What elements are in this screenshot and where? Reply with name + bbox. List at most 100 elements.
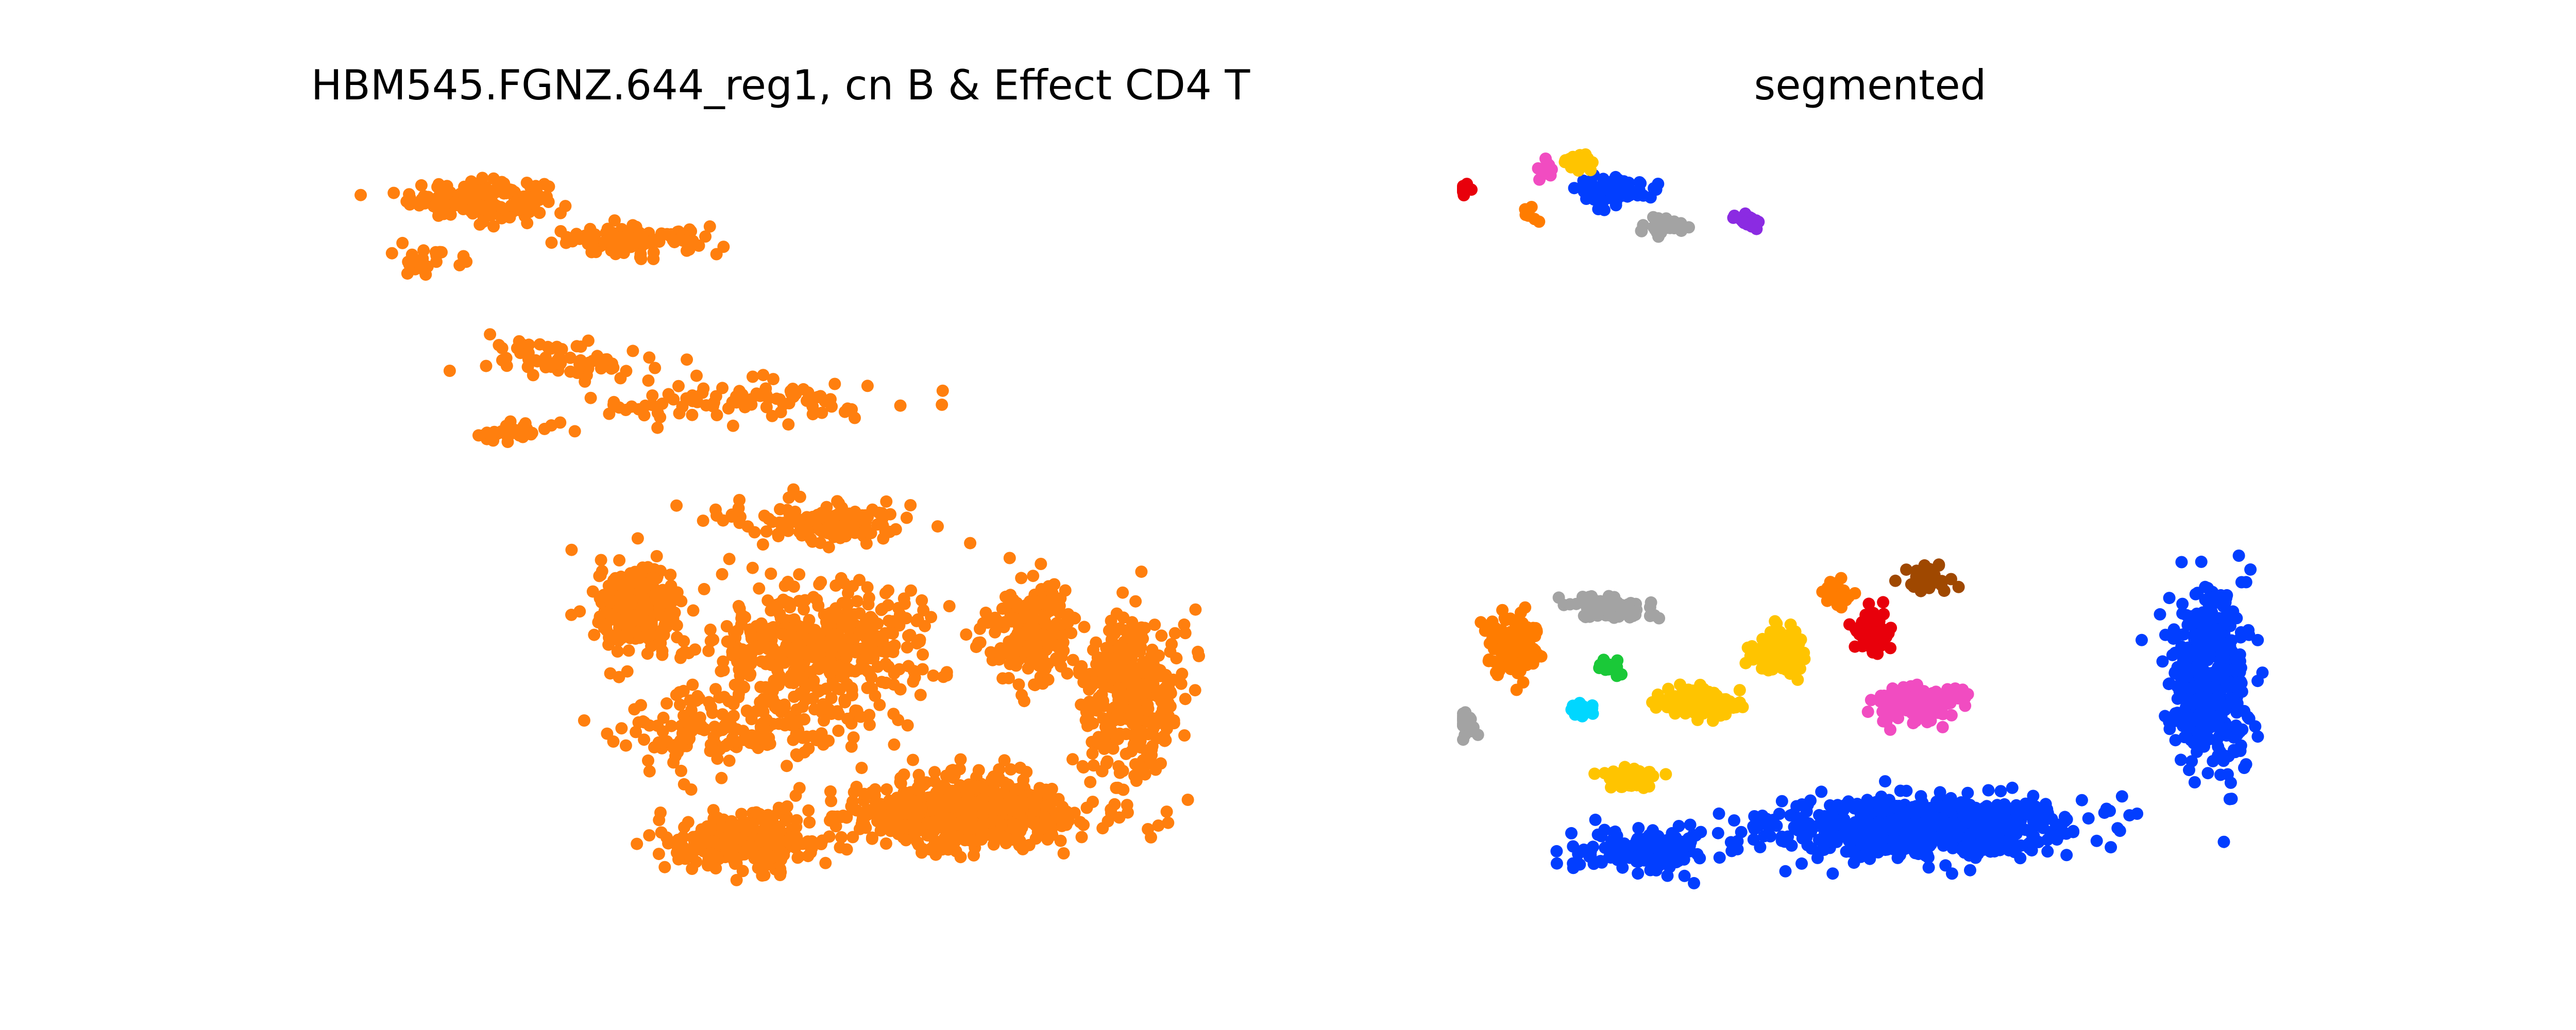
scatter-point [1770,819,1783,832]
scatter-point [1637,189,1650,202]
scatter-point [588,628,601,641]
scatter-point [1768,656,1781,668]
scatter-point [842,663,855,675]
scatter-point [1959,699,1972,712]
scatter-point [840,651,853,664]
scatter-point [866,503,879,516]
scatter-point [573,358,586,371]
scatter-point [1498,612,1511,624]
scatter-point [643,351,656,364]
scatter-point [646,235,659,248]
scatter-point [1639,842,1652,854]
scatter-point [765,568,777,580]
scatter-point [736,609,749,622]
scatter-point [1937,839,1950,852]
scatter-point [1887,826,1900,838]
scatter-point [2105,841,2117,854]
scatter-point [1961,786,1974,799]
scatter-point [607,361,620,374]
scatter-point [892,602,905,614]
scatter-point [894,683,907,696]
chart-title-right: segmented [1754,61,1987,109]
scatter-point [628,609,641,622]
scatter-point [1965,809,1978,822]
scatter-point [753,640,766,653]
scatter-point [653,600,666,613]
scatter-point [1831,799,1844,812]
scatter-point [502,185,515,198]
scatter-point [1475,616,1487,629]
scatter-point [667,234,680,247]
scatter-point [580,369,593,382]
scatter-point [1567,857,1580,870]
scatter-point [647,246,660,259]
scatter-point [2223,793,2236,805]
scatter-point [1956,844,1969,856]
scatter-point [2131,808,2144,820]
scatter-point [2180,609,2193,622]
scatter-point [638,409,651,422]
scatter-point [1012,678,1025,691]
scatter-point [1550,857,1563,870]
scatter-point [1679,693,1691,706]
scatter-point [2039,798,2052,811]
scatter-point [1981,821,1994,834]
scatter-point [1514,664,1527,677]
scatter-point [565,543,578,556]
scatter-point [1533,173,1546,186]
scatter-point [1794,662,1806,675]
scatter-point [836,501,849,514]
scatter-point [434,195,447,208]
scatter-point [746,561,759,574]
scatter-point [623,621,636,633]
scatter-point [520,177,533,189]
scatter-point [1920,703,1933,716]
scatter-point [1801,798,1814,811]
scatter-point [1945,867,1958,880]
scatter-point [1713,851,1726,864]
scatter-point [940,669,953,682]
scatter-point [608,214,621,227]
scatter-point [1906,707,1919,719]
scatter-point [767,373,779,386]
scatter-point [755,627,768,640]
scatter-point [860,537,873,550]
scatter-point [1852,828,1865,841]
scatter-point [619,602,632,615]
scatter-point [509,196,521,209]
scatter-point [385,247,398,260]
scatter-point [1496,628,1509,641]
scatter-point [1775,830,1788,843]
scatter-point [559,200,572,213]
series-2 [1558,148,1811,794]
scatter-point [2006,781,2019,794]
scatter-point [2229,681,2242,694]
scatter-point [615,632,628,644]
scatter-point [670,619,683,632]
series-0 [354,171,1205,886]
scatter-point [805,665,818,678]
scatter-point [533,194,546,207]
scatter-point [770,392,783,405]
scatter-point [1598,823,1611,836]
scatter-point [816,406,828,419]
scatter-point [1639,775,1652,787]
scatter-point [828,377,841,390]
scatter-point [1713,807,1725,820]
scatter-point [2111,822,2124,835]
scatter-point [1586,156,1599,169]
scatter-point [415,193,428,205]
scatter-point [2191,587,2204,599]
scatter-point [838,577,851,590]
scatter-point [754,389,767,402]
scatter-point [1632,867,1645,880]
scatter-point [1879,775,1891,788]
scatter-point [2179,708,2192,720]
scatter-point [1995,823,2008,836]
scatter-point [863,718,876,731]
scatter-point [960,628,973,641]
scatter-point [814,537,827,550]
scatter-point [1459,706,1472,719]
scatter-point [414,261,427,274]
